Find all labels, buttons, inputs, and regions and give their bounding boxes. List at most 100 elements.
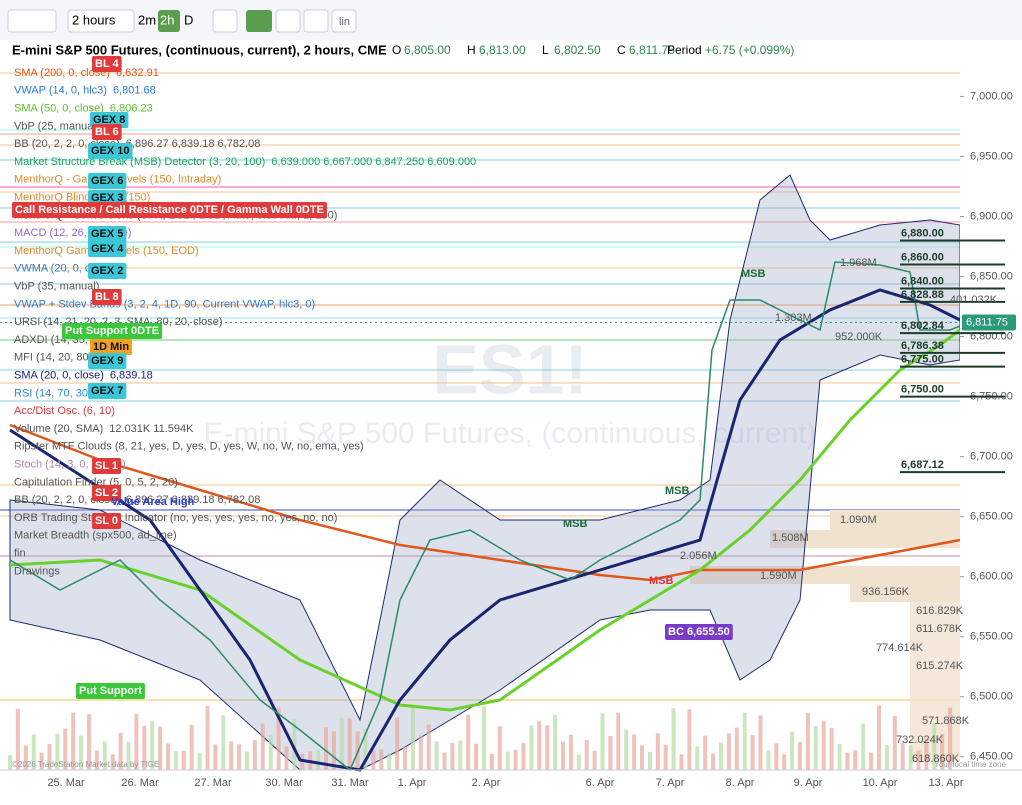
profile-label: 774.614K: [876, 642, 924, 654]
volume-bar: [948, 707, 953, 770]
indicator-name: SMA (20, 0, close): [14, 370, 104, 382]
date-label: 8. Apr: [726, 777, 755, 789]
scale-button[interactable]: [331, 9, 357, 33]
badge-label: 1D Min: [93, 341, 129, 353]
interval-button[interactable]: D: [184, 12, 193, 27]
price-tick-label: 7,000.00: [970, 90, 1013, 102]
volume-bar: [489, 753, 494, 770]
volume-bar: [189, 724, 194, 770]
volume-bar: [695, 746, 700, 770]
price-tick-label: 6,700.00: [970, 451, 1013, 463]
price-tick-label: 6,450.00: [970, 751, 1013, 763]
price-tick-label: 6,950.00: [970, 150, 1013, 162]
volume-bar: [545, 725, 550, 770]
volume-bar: [908, 745, 913, 770]
volume-bar: [940, 733, 945, 770]
volume-bar: [505, 751, 510, 770]
volume-bar: [395, 717, 400, 770]
badge-label: SL 2: [95, 487, 118, 499]
badge-label: GEX 8: [93, 114, 125, 126]
badge-label: Call Resistance / Call Resistance 0DTE /…: [15, 204, 324, 216]
symbol-title: E-mini S&P 500 Futures, (continuous, cur…: [12, 42, 387, 57]
indicator-name: VbP (35, manual): [14, 281, 99, 293]
badge: [62, 323, 163, 339]
scale-label[interactable]: lin: [339, 16, 350, 28]
indicator-name: Acc/Dist Osc. (6, 10): [14, 405, 115, 417]
volume-bar: [150, 721, 155, 770]
volume-bar: [837, 743, 842, 770]
sma-20: [9, 288, 961, 772]
indicator-name: VWAP (14, 0, hlc3): [14, 85, 107, 97]
last-price-badge: [962, 314, 1016, 331]
volume-bar: [608, 736, 613, 770]
indicator-value: 6,839.18: [110, 370, 153, 382]
volume-bar: [110, 754, 115, 770]
badge-label: MSB: [665, 485, 690, 497]
profile-label: 615.274K: [916, 660, 964, 672]
interval-dropdown[interactable]: [67, 9, 135, 33]
volume-bar: [877, 705, 881, 770]
volume-bar: [521, 742, 526, 770]
level-label: 6,802.84: [901, 320, 945, 332]
volume-bar: [900, 742, 905, 770]
ohlc-key: H: [467, 43, 476, 57]
ohlc-key: L: [542, 43, 549, 57]
volume-bar: [742, 712, 747, 770]
volume-bar: [924, 738, 929, 770]
volume-bar: [474, 743, 479, 770]
volume-bar: [584, 739, 589, 770]
date-label: 2. Apr: [472, 777, 501, 789]
chart-type-button[interactable]: [7, 9, 57, 33]
volume-bar: [31, 734, 36, 770]
volume-bar: [821, 721, 826, 770]
badge: [88, 383, 127, 399]
badge: [12, 202, 327, 218]
indicator-name: VWAP + Stdev Bands (3, 2, 4, 1D, 90, Cur…: [14, 298, 315, 310]
volume-bar: [276, 707, 281, 770]
level-label: 6,840.00: [901, 275, 944, 287]
volume-bar: [252, 740, 257, 770]
profile-label: 936.156K: [862, 586, 910, 598]
indicator-name: Drawings: [14, 565, 60, 577]
volume-bar: [347, 718, 352, 770]
copyright: ©2026 TradeStation Market data by TIGE: [12, 760, 159, 769]
period-value: +6.75 (+0.099%): [705, 43, 794, 57]
price-axis: [960, 40, 1022, 770]
badge: [88, 173, 127, 189]
level-label: 6,775.00: [901, 353, 944, 365]
period-label: Period: [667, 43, 702, 57]
volume-bar: [458, 740, 463, 770]
badge: [92, 124, 122, 140]
volume-bar: [782, 754, 787, 770]
date-label: 26. Mar: [121, 777, 159, 789]
interval-button[interactable]: 2m: [138, 12, 156, 27]
clock-button[interactable]: [275, 9, 301, 33]
interval[interactable]: 2 hours: [72, 12, 116, 27]
badge: [88, 353, 127, 369]
price-tick-label: 6,500.00: [970, 691, 1013, 703]
date-label: 10. Apr: [863, 777, 898, 789]
volume-bar: [845, 752, 850, 770]
volume-bar: [205, 705, 210, 770]
tool-button[interactable]: [246, 10, 272, 32]
badge-label: MSB: [649, 575, 674, 587]
badge-label: GEX 5: [91, 228, 123, 240]
indicator-name: SMA (50, 0, close): [14, 103, 104, 115]
volume-bar: [331, 731, 336, 770]
price-tick-label: 6,550.00: [970, 631, 1013, 643]
settings-button[interactable]: [212, 9, 238, 33]
volume-bar: [387, 753, 392, 770]
crosshair-button[interactable]: [303, 9, 329, 33]
ohlc-value: 6,811.75: [629, 43, 675, 57]
sma-50: [9, 328, 961, 712]
indicator-value: 6,896.27 6,839.18 6,782.08: [126, 138, 261, 150]
volume-bar: [339, 717, 344, 770]
profile-label: 616.829K: [916, 605, 964, 617]
volume-bar: [102, 741, 107, 770]
volume-bar: [932, 723, 937, 770]
volume-bar: [63, 728, 68, 770]
interval-button[interactable]: 2h: [160, 12, 174, 27]
badge-label: GEX 3: [91, 192, 123, 204]
